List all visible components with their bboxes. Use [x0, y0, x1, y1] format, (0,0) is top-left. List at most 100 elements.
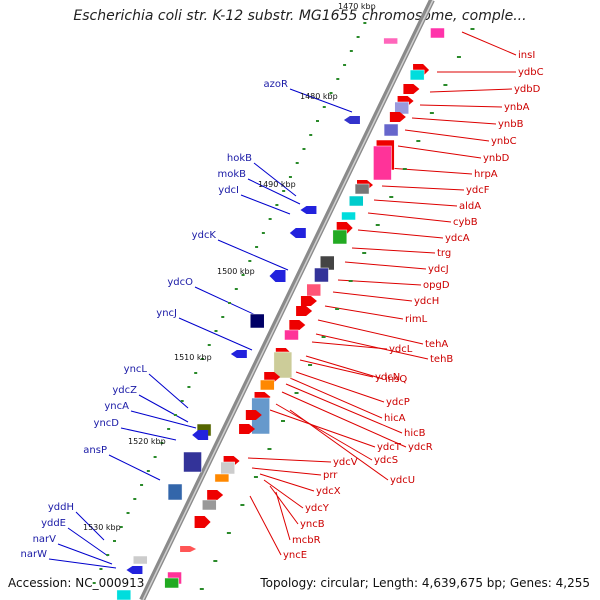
gene-feature[interactable]	[214, 473, 230, 483]
gene-feature[interactable]	[207, 490, 224, 500]
gene-feature[interactable]	[289, 228, 306, 238]
gene-label-ydcH[interactable]: ydcH	[414, 296, 439, 307]
gene-feature[interactable]	[269, 270, 286, 282]
gene-label-tehB[interactable]: tehB	[430, 354, 453, 365]
gene-feature[interactable]	[126, 566, 143, 574]
gene-label-mcbR[interactable]: mcbR	[292, 535, 321, 546]
gene-label-azoR[interactable]: azoR	[264, 79, 288, 90]
gene-label-hicB[interactable]: hicB	[404, 428, 426, 439]
gene-label-yddE[interactable]: yddE	[41, 518, 66, 529]
gene-feature[interactable]	[349, 195, 364, 207]
gene-label-insI[interactable]: insI	[518, 50, 535, 61]
gene-label-hokB[interactable]: hokB	[227, 153, 252, 164]
gene-label-cybB[interactable]: cybB	[453, 217, 478, 228]
gene-label-yncJ[interactable]: yncJ	[156, 308, 177, 319]
gene-label-ydbD[interactable]: ydbD	[514, 84, 541, 95]
gene-label-yddH[interactable]: yddH	[48, 502, 74, 513]
gene-label-tehA[interactable]: tehA	[425, 339, 448, 350]
gene-feature[interactable]	[383, 123, 399, 137]
leader-line	[108, 454, 161, 481]
gene-feature[interactable]	[202, 499, 217, 511]
gene-label-rimL[interactable]: rimL	[405, 314, 428, 325]
gene-label-narV[interactable]: narV	[33, 534, 57, 545]
gene-feature[interactable]	[167, 483, 183, 501]
gene-feature[interactable]	[306, 283, 321, 297]
gene-label-insQ[interactable]: insQ	[385, 374, 407, 385]
gene-feature[interactable]	[220, 461, 235, 475]
leader-line	[317, 319, 424, 345]
gene-label-ydcL[interactable]: ydcL	[389, 344, 413, 355]
gene-feature[interactable]	[192, 430, 209, 440]
gene-label-narW[interactable]: narW	[21, 549, 48, 560]
gene-feature[interactable]	[300, 296, 317, 306]
gene-label-mokB[interactable]: mokB	[217, 169, 246, 180]
gene-feature[interactable]	[133, 555, 148, 565]
gene-label-ynbC[interactable]: ynbC	[491, 136, 517, 147]
scale-tick	[321, 336, 326, 338]
gene-label-yncD[interactable]: yncD	[94, 418, 120, 429]
gene-feature[interactable]	[354, 183, 370, 195]
gene-label-ydcJ[interactable]: ydcJ	[428, 264, 449, 275]
gene-label-ydbC[interactable]: ydbC	[518, 67, 544, 78]
scale-tick	[160, 442, 164, 444]
gene-feature[interactable]	[409, 69, 425, 81]
gene-feature[interactable]	[332, 229, 348, 245]
scale-tick	[302, 148, 306, 150]
gene-feature[interactable]	[273, 351, 293, 379]
gene-label-ynbA[interactable]: ynbA	[504, 102, 530, 113]
gene-label-ydcN[interactable]: ydcN	[375, 372, 400, 383]
gene-label-trg[interactable]: trg	[437, 248, 451, 259]
gene-feature[interactable]	[373, 145, 392, 181]
gene-feature[interactable]	[164, 577, 179, 589]
gene-label-yncB[interactable]: yncB	[300, 519, 325, 530]
gene-label-ydcA[interactable]: ydcA	[445, 233, 470, 244]
gene-feature[interactable]	[180, 546, 197, 552]
gene-label-ydcZ[interactable]: ydcZ	[112, 385, 137, 396]
gene-feature[interactable]	[289, 320, 306, 330]
gene-feature[interactable]	[341, 211, 356, 221]
gene-feature[interactable]	[389, 112, 406, 122]
gene-label-ydcU[interactable]: ydcU	[390, 475, 415, 486]
gene-label-ydcS[interactable]: ydcS	[374, 455, 398, 466]
gene-label-ydcP[interactable]: ydcP	[386, 397, 410, 408]
scale-tick	[288, 176, 292, 178]
gene-feature[interactable]	[296, 306, 313, 316]
gene-feature[interactable]	[249, 313, 265, 329]
gene-feature[interactable]	[343, 116, 360, 124]
gene-label-ydcK[interactable]: ydcK	[192, 230, 217, 241]
gene-feature[interactable]	[183, 451, 202, 473]
gene-label-ansP[interactable]: ansP	[83, 445, 107, 456]
gene-feature[interactable]	[314, 267, 329, 283]
gene-feature[interactable]	[430, 27, 445, 39]
gene-label-ydcO[interactable]: ydcO	[167, 277, 193, 288]
gene-label-opgD[interactable]: opgD	[423, 280, 450, 291]
gene-label-ydcF[interactable]: ydcF	[466, 185, 490, 196]
gene-feature[interactable]	[383, 37, 398, 45]
gene-label-hrpA[interactable]: hrpA	[474, 169, 498, 180]
gene-label-yncL[interactable]: yncL	[124, 364, 148, 375]
gene-label-ydcY[interactable]: ydcY	[305, 503, 330, 514]
gene-label-ydcR[interactable]: ydcR	[408, 442, 433, 453]
gene-feature[interactable]	[245, 410, 262, 420]
gene-feature[interactable]	[116, 589, 132, 600]
gene-label-prr[interactable]: prr	[323, 470, 338, 481]
gene-label-yncA[interactable]: yncA	[104, 401, 129, 412]
gene-feature[interactable]	[300, 206, 317, 214]
gene-label-aldA[interactable]: aldA	[459, 201, 481, 212]
gene-label-ydcI[interactable]: ydcI	[218, 185, 239, 196]
gene-label-ydcT[interactable]: ydcT	[377, 442, 402, 453]
gene-label-ydcV[interactable]: ydcV	[333, 457, 358, 468]
gene-feature[interactable]	[194, 516, 211, 528]
gene-feature[interactable]	[284, 329, 299, 341]
gene-feature[interactable]	[260, 379, 275, 391]
gene-feature[interactable]	[403, 84, 420, 94]
gene-feature[interactable]	[230, 350, 247, 358]
gene-label-ynbD[interactable]: ynbD	[483, 153, 510, 164]
gene-feature[interactable]	[239, 424, 256, 434]
gene-label-ydcX[interactable]: ydcX	[316, 486, 341, 497]
gene-label-hicA[interactable]: hicA	[384, 413, 406, 424]
gene-label-ynbB[interactable]: ynbB	[498, 119, 524, 130]
gene-feature[interactable]	[264, 372, 281, 382]
gene-label-yncE[interactable]: yncE	[283, 550, 307, 561]
